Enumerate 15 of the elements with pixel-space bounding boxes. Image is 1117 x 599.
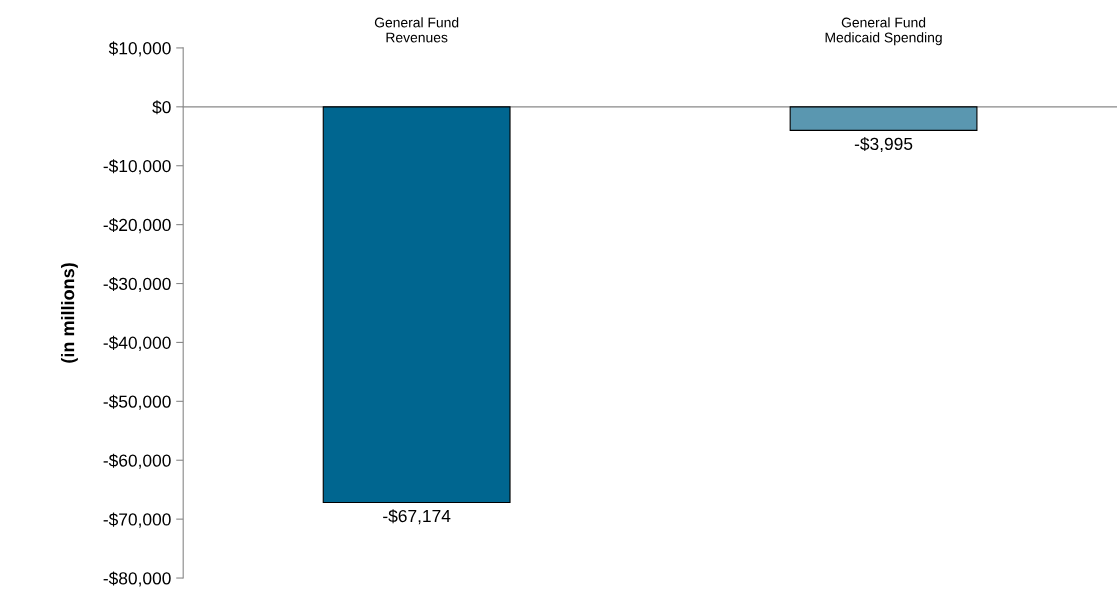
y-axis-title: (in millions) (61, 263, 78, 363)
y-tick-label: $10,000 (108, 41, 171, 57)
y-tick-label: -$50,000 (103, 394, 171, 410)
data-label: -$3,995 (854, 137, 913, 153)
y-tick-label: -$30,000 (103, 276, 171, 293)
y-tick-label: $0 (152, 100, 171, 115)
y-tick-label: -$40,000 (103, 335, 171, 351)
x-tick-label: General Fund Revenues (374, 17, 459, 43)
y-tick-label: -$60,000 (103, 453, 171, 469)
data-label: -$67,174 (383, 509, 451, 525)
y-tick-label: -$10,000 (103, 159, 171, 175)
x-tick-label: General Fund Medicaid Spending (825, 17, 942, 46)
y-tick-label: -$20,000 (103, 218, 171, 234)
y-tick-label: -$80,000 (103, 571, 171, 587)
y-tick-label: -$70,000 (103, 512, 171, 528)
